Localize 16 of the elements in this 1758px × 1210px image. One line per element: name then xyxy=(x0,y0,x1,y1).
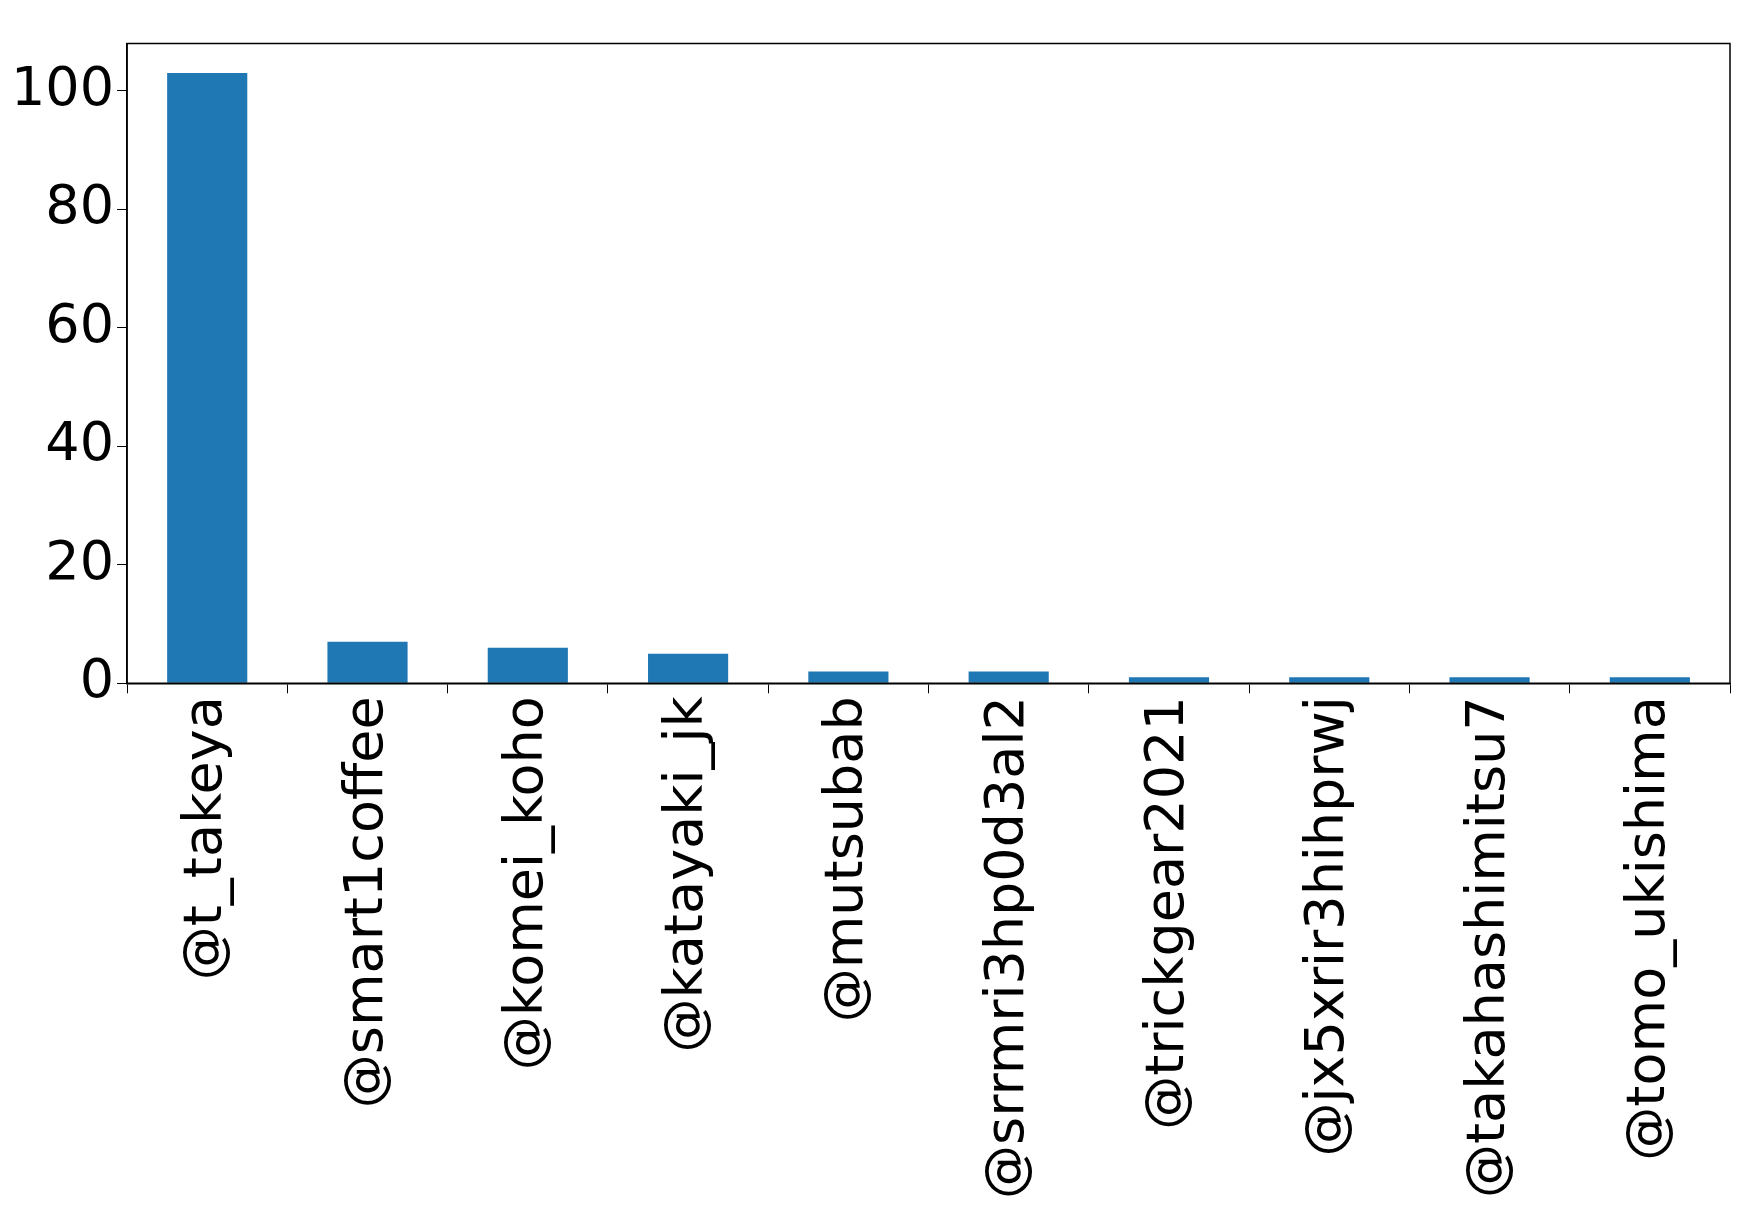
y-tick-label: 0 xyxy=(79,647,115,711)
x-tick-label: @trickgear2021 xyxy=(1133,696,1197,1130)
y-tick-label: 100 xyxy=(10,54,115,118)
x-tick-label: @smart1coffee xyxy=(331,696,395,1109)
x-tick-label: @mutsubab xyxy=(812,696,876,1023)
x-tick-label: @komei_koho xyxy=(491,696,555,1071)
x-tick-label: @takahashimitsu7 xyxy=(1453,696,1517,1199)
x-tick-label: @t_takeya xyxy=(171,696,235,981)
x-tick-label: @srrmri3hp0d3al2 xyxy=(972,696,1036,1200)
y-tick-label: 60 xyxy=(45,291,115,355)
y-tick-label: 20 xyxy=(45,528,115,592)
y-tick-label: 40 xyxy=(45,410,115,474)
y-tick-label: 80 xyxy=(45,173,115,237)
x-tick-label: @tomo_ukishima xyxy=(1613,696,1677,1161)
x-tick-label: @katayaki_jk xyxy=(652,695,716,1053)
x-tick-label: @jx5xrir3hihprwj xyxy=(1293,696,1357,1157)
